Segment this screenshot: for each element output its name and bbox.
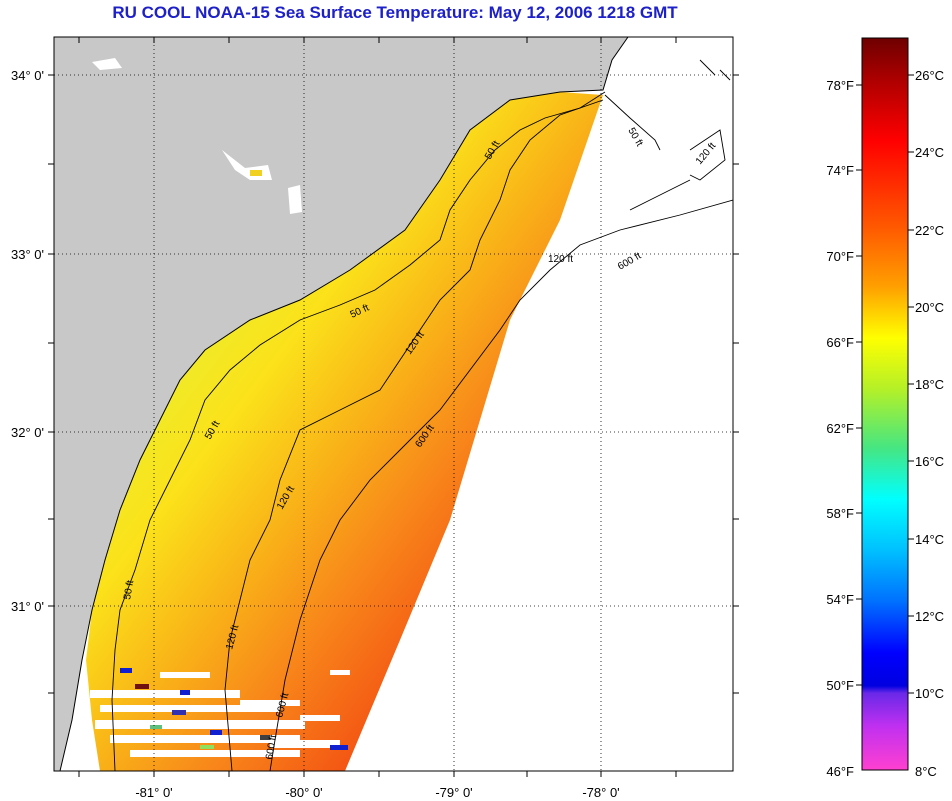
lon-label-78: -78° 0' [582,785,619,800]
lat-label-33: 33° 0' [11,247,44,262]
colorbar [861,37,909,771]
cb-f-62: 62°F [826,421,854,436]
lon-label-79: -79° 0' [435,785,472,800]
cb-f-70: 70°F [826,249,854,264]
contour-600ft [269,199,733,771]
cb-c-22: 22°C [915,223,944,238]
cloud-pixels [120,668,348,750]
cb-f-54: 54°F [826,592,854,607]
cb-c-12: 12°C [915,609,944,624]
colorbar-f-labels: 78°F 74°F 70°F 66°F 62°F 58°F 54°F 50°F … [826,78,854,779]
lat-label-31: 31° 0' [11,599,44,614]
cb-c-16: 16°C [915,454,944,469]
lon-label-81: -81° 0' [135,785,172,800]
land-area [54,37,628,771]
cb-f-46: 46°F [826,764,854,779]
lat-label-34: 34° 0' [11,68,44,83]
cb-c-8: 8°C [915,764,937,779]
cb-c-18: 18°C [915,377,944,392]
cb-c-24: 24°C [915,145,944,160]
cb-c-10: 10°C [915,686,944,701]
inland-lake-2 [288,185,302,214]
cloud-gaps [90,670,350,757]
axis-ticks [48,37,739,777]
cb-c-14: 14°C [915,532,944,547]
lat-label-32: 32° 0' [11,425,44,440]
contour-label-50ft-d: 50 ft [122,579,136,600]
cb-f-50: 50°F [826,678,854,693]
contour-120ft [224,99,604,771]
sst-swath [86,92,603,771]
map-frame [53,36,734,772]
cb-f-66: 66°F [826,335,854,350]
cb-c-20: 20°C [915,300,944,315]
lon-label-80: -80° 0' [285,785,322,800]
cb-f-58: 58°F [826,506,854,521]
inland-lake-3 [92,58,122,70]
colorbar-c-labels: 26°C 24°C 22°C 20°C 18°C 16°C 14°C 12°C … [915,68,944,779]
coastline [59,37,629,771]
cb-f-78: 78°F [826,78,854,93]
colorbar-ticks [856,74,914,694]
contour-label-120ft-a: 120 ft [548,254,573,265]
map-title: RU COOL NOAA-15 Sea Surface Temperature:… [112,3,678,22]
contour-label-600ft-d: 600 ft [264,734,279,761]
cb-f-74: 74°F [826,163,854,178]
offshore-contour [604,59,731,211]
contour-50ft [111,91,606,771]
cb-c-26: 26°C [915,68,944,83]
lake-sst-pixel [250,170,262,176]
